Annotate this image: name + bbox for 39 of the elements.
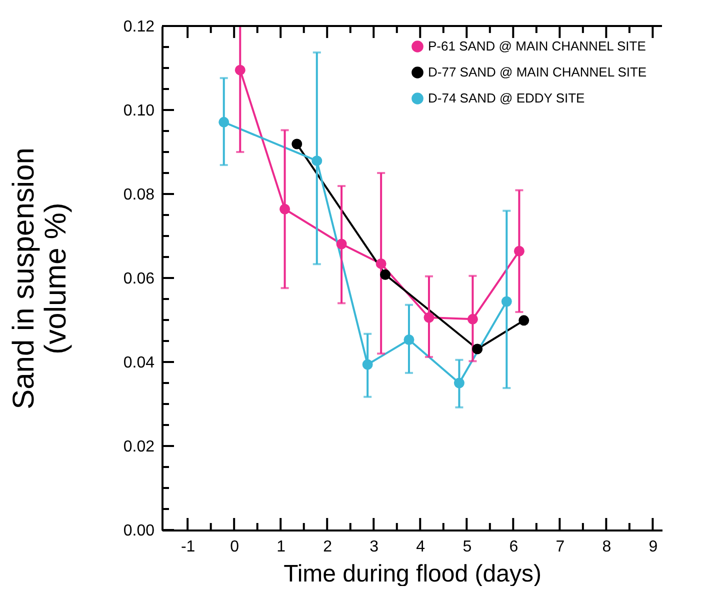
point xyxy=(280,204,290,214)
x-tick-label: 3 xyxy=(370,538,379,556)
x-tick-label: 0 xyxy=(230,538,240,556)
x-tick-label: 7 xyxy=(556,538,565,556)
point xyxy=(454,378,464,388)
legend-label: P-61 SAND @ MAIN CHANNEL SITE xyxy=(428,38,646,54)
point xyxy=(362,359,373,370)
y-axis-title: Sand in suspension (volume %) xyxy=(7,148,72,410)
y-tick-label: 0.02 xyxy=(123,438,155,456)
y-tick-label: 0.10 xyxy=(123,102,155,120)
point xyxy=(292,138,302,150)
point xyxy=(467,314,478,324)
x-tick-label: 2 xyxy=(323,538,332,556)
x-tick-label: 6 xyxy=(509,538,518,556)
point xyxy=(424,312,434,323)
point xyxy=(404,334,414,345)
point xyxy=(501,296,512,307)
y-tick-label: 0.08 xyxy=(123,186,155,204)
legend-label: D-74 SAND @ EDDY SITE xyxy=(428,90,586,106)
y-tick-label: 0.00 xyxy=(123,522,155,540)
point xyxy=(234,64,246,76)
x-tick-label: 1 xyxy=(276,538,286,556)
x-tick-label: 4 xyxy=(416,538,426,556)
x-tick-label: -1 xyxy=(180,538,196,556)
x-tick-label: 9 xyxy=(648,538,658,556)
x-tick-label: 8 xyxy=(602,538,612,556)
point xyxy=(472,344,483,354)
point xyxy=(380,269,390,280)
point xyxy=(518,315,530,326)
y-tick-label: 0.12 xyxy=(123,18,155,36)
legend-label: D-77 SAND @ MAIN CHANNEL SITE xyxy=(428,64,647,80)
point xyxy=(514,246,524,256)
point xyxy=(218,116,230,128)
x-tick-label: 5 xyxy=(462,538,472,556)
y-tick-label: 0.06 xyxy=(123,270,155,288)
y-tick-label: 0.04 xyxy=(123,354,155,372)
point xyxy=(312,156,322,166)
point xyxy=(336,238,347,250)
point xyxy=(376,258,386,269)
